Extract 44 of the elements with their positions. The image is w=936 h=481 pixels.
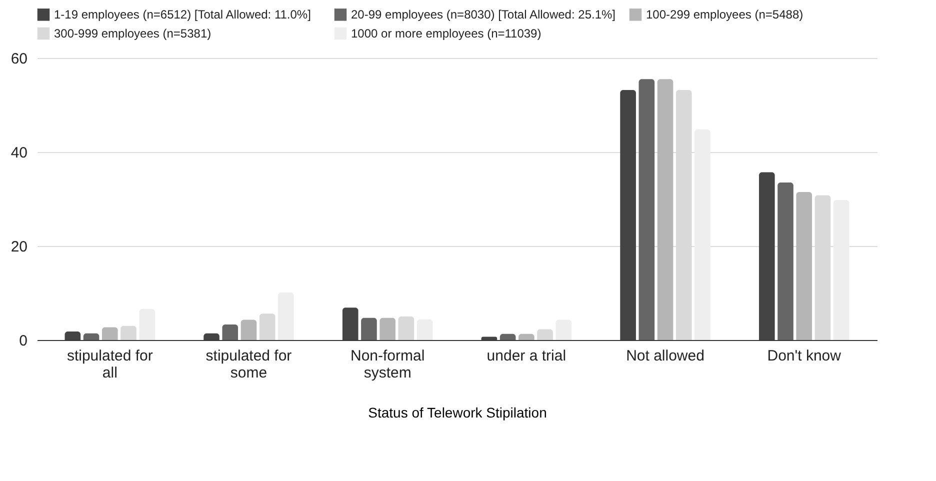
bar bbox=[398, 316, 414, 340]
bar bbox=[500, 334, 516, 340]
bar bbox=[64, 332, 81, 340]
y-tick-label: 40 bbox=[10, 144, 28, 162]
bar bbox=[638, 79, 655, 340]
bar bbox=[537, 329, 553, 340]
bar bbox=[758, 172, 775, 340]
legend-label: 1000 or more employees (n=11039) bbox=[351, 26, 542, 40]
bar bbox=[102, 327, 118, 340]
y-tick-label: 60 bbox=[10, 50, 28, 68]
bar bbox=[556, 320, 572, 340]
x-tick-label: Non-formal system bbox=[350, 348, 425, 382]
bar bbox=[833, 200, 850, 340]
x-tick-label: stipulated for some bbox=[206, 348, 292, 382]
bar bbox=[120, 326, 136, 340]
y-tick-label: 0 bbox=[19, 332, 28, 350]
bar bbox=[518, 334, 534, 340]
bar bbox=[259, 314, 276, 340]
legend-label: 100-299 employees (n=5488) bbox=[646, 8, 804, 22]
bar bbox=[240, 320, 257, 340]
bar bbox=[222, 324, 238, 340]
y-tick-label: 20 bbox=[10, 238, 28, 256]
bar bbox=[139, 308, 156, 340]
bar bbox=[657, 79, 674, 340]
bar bbox=[380, 318, 396, 340]
x-tick-label: Not allowed bbox=[626, 348, 704, 364]
bar bbox=[778, 182, 794, 340]
x-tick-label: stipulated for all bbox=[66, 348, 153, 382]
x-tick-label: under a trial bbox=[486, 348, 566, 364]
bar bbox=[620, 90, 636, 340]
bar bbox=[361, 318, 377, 340]
bar bbox=[204, 333, 220, 340]
legend-label: 300-999 employees (n=5381) bbox=[54, 26, 212, 40]
legend-label: 1-19 employees (n=6512) [Total Allowed: 11.0%] bbox=[54, 8, 311, 22]
bar bbox=[83, 333, 100, 340]
bar bbox=[796, 192, 812, 340]
x-tick-label: Don't know bbox=[767, 348, 842, 364]
bar bbox=[694, 129, 710, 340]
bar bbox=[278, 292, 294, 340]
bar bbox=[342, 308, 358, 340]
bar bbox=[416, 319, 433, 340]
x-axis-title: Status of Telework Stipilation bbox=[368, 404, 547, 420]
legend-label: 20-99 employees (n=8030) [Total Allowed: 25.1%] bbox=[351, 8, 616, 22]
bar bbox=[481, 336, 498, 340]
